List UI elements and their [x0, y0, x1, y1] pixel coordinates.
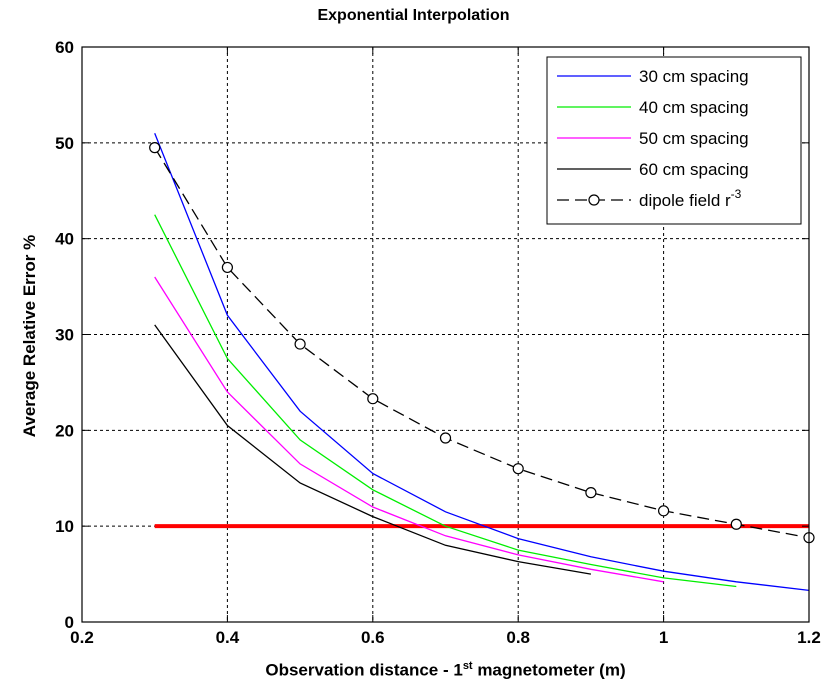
chart-title: Exponential Interpolation [317, 7, 510, 24]
y-tick-label: 50 [55, 134, 74, 153]
axes: 0.2 0.4 0.6 0.8 1 1.2 0 10 20 30 40 50 60 [55, 38, 821, 647]
series-marker [367, 393, 379, 405]
x-axis-label: Observation distance - 1st magnetometer … [265, 660, 626, 680]
x-tick-label: 1.2 [797, 628, 821, 647]
series-line-3 [154, 276, 664, 583]
x-tick-label: 0.8 [506, 628, 530, 647]
series-marker [149, 142, 161, 154]
series-line-5 [154, 147, 810, 539]
y-axis-label: Average Relative Error % [20, 234, 39, 438]
legend-label: 40 cm spacing [639, 98, 749, 117]
series-marker [512, 463, 524, 475]
series-line-2 [154, 214, 737, 588]
x-tick-label: 1 [659, 628, 668, 647]
y-tick-label: 10 [55, 517, 74, 536]
y-tick-label: 0 [65, 613, 74, 632]
legend-box [546, 56, 802, 225]
series-marker [730, 518, 742, 530]
series-marker [221, 261, 233, 274]
y-tick-label: 40 [55, 230, 74, 249]
legend-label: 60 cm spacing [639, 160, 749, 179]
series-marker [294, 338, 306, 350]
legend: 30 cm spacing 40 cm spacing 50 cm spacing 6… [546, 56, 802, 225]
series-marker [439, 432, 452, 444]
x-tick-label: 0.6 [361, 628, 385, 647]
series-line-1 [154, 133, 810, 592]
legend-label: 50 cm spacing [639, 129, 749, 148]
y-tick-label: 20 [55, 421, 74, 440]
y-tick-label: 30 [55, 326, 74, 345]
legend-label-superscript: -3 [731, 187, 742, 201]
plot-lines [149, 133, 815, 592]
legend-marker [588, 194, 600, 206]
series-marker [657, 505, 670, 517]
legend-label: dipole field r-3 [639, 187, 742, 210]
x-tick-label: 0.2 [70, 628, 94, 647]
series-line-4 [154, 324, 592, 575]
legend-label: 30 cm spacing [639, 67, 749, 86]
y-tick-label: 60 [55, 38, 74, 57]
x-tick-label: 0.4 [216, 628, 240, 647]
series-marker [585, 487, 597, 499]
